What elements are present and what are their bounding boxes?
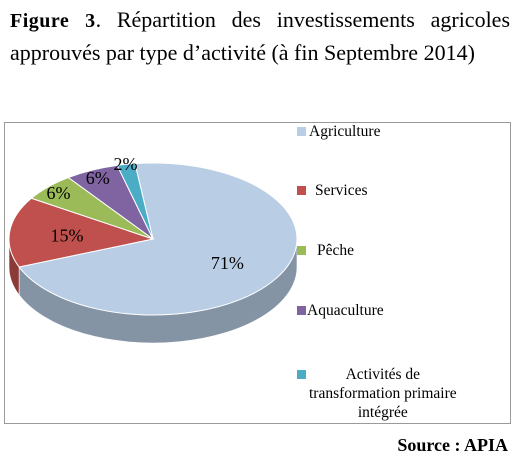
data-label-0: 71% (211, 253, 244, 273)
data-label-1: 15% (51, 226, 84, 246)
figure-title: . Répartition des investissements agrico… (10, 7, 511, 65)
figure-label: Figure 3 (10, 10, 96, 32)
legend-swatch (297, 186, 306, 195)
legend-swatch (297, 127, 306, 136)
legend-swatch (297, 370, 306, 379)
figure-caption: Figure 3. Répartition des investissement… (10, 4, 510, 68)
legend-label: Aquaculture (307, 302, 384, 319)
pie-chart: 71%15%6%6%2% (8, 154, 298, 344)
legend-swatch (297, 246, 306, 255)
data-label-4: 2% (114, 154, 138, 174)
pie-slice-agriculture (18, 162, 298, 316)
chart-area: 71% 15% 6% 6% 2% Agriculture Services Pêche Aqu… (4, 122, 511, 424)
data-label-2: 6% (47, 183, 71, 203)
legend-label: Pêche (317, 242, 355, 259)
legend-label: Services (315, 182, 368, 199)
pie-slice-activités (116, 163, 154, 240)
data-label-3: 6% (86, 168, 110, 188)
legend-label: Agriculture (309, 123, 381, 140)
pie-slice-services (8, 197, 155, 268)
source-note: Source : APIA (397, 435, 508, 455)
legend-swatch (297, 306, 306, 315)
chart-legend: Agriculture Services Pêche Aquaculture Activ… (297, 123, 510, 423)
legend-label: Activités de transformation primaire intég… (309, 366, 457, 421)
